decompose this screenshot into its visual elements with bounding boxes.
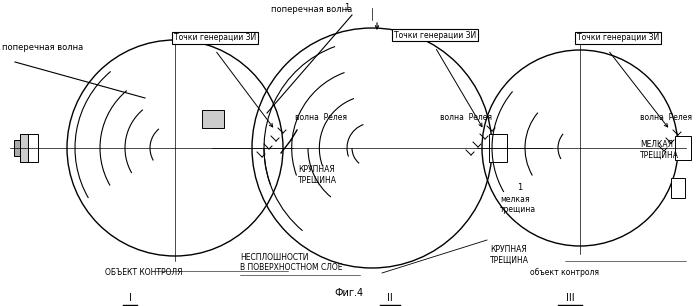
Polygon shape	[20, 134, 28, 162]
Text: МЕЛКАЯ
ТРЕЩИНА: МЕЛКАЯ ТРЕЩИНА	[640, 140, 679, 159]
Text: I: I	[128, 293, 131, 303]
Text: Точки генерации ЗИ: Точки генерации ЗИ	[174, 33, 256, 43]
Text: волна  Релея: волна Релея	[440, 114, 492, 122]
Text: Точки генерации ЗИ: Точки генерации ЗИ	[394, 31, 476, 39]
Bar	[202, 110, 224, 128]
Text: ОБЪЕКТ КОНТРОЛЯ: ОБЪЕКТ КОНТРОЛЯ	[105, 268, 182, 277]
Text: 1: 1	[517, 184, 522, 192]
Text: поперечная волна: поперечная волна	[272, 5, 352, 14]
Text: объект контроля: объект контроля	[530, 268, 599, 277]
Text: 1: 1	[344, 3, 350, 12]
Text: II: II	[387, 293, 393, 303]
Text: Фиг.4: Фиг.4	[334, 288, 364, 298]
Text: Точки генерации ЗИ: Точки генерации ЗИ	[577, 33, 659, 43]
Text: волна  Релея: волна Релея	[295, 114, 347, 122]
Text: КРУПНАЯ
ТРЕЩИНА: КРУПНАЯ ТРЕЩИНА	[298, 165, 337, 185]
Text: поперечная волна: поперечная волна	[2, 43, 83, 52]
Text: III: III	[565, 293, 574, 303]
Bar	[20, 134, 38, 162]
Text: КРУПНАЯ
ТРЕЩИНА: КРУПНАЯ ТРЕЩИНА	[490, 245, 529, 264]
Bar	[671, 178, 685, 198]
Text: волна  Релея: волна Релея	[640, 114, 692, 122]
Text: мелкая
трещина: мелкая трещина	[500, 195, 536, 215]
Text: НЕСПЛОШНОСТИ
В ПОВЕРХНОСТНОМ СЛОЕ: НЕСПЛОШНОСТИ В ПОВЕРХНОСТНОМ СЛОЕ	[240, 253, 343, 272]
Bar	[14, 140, 20, 156]
Bar	[675, 136, 691, 160]
Bar	[489, 134, 507, 162]
